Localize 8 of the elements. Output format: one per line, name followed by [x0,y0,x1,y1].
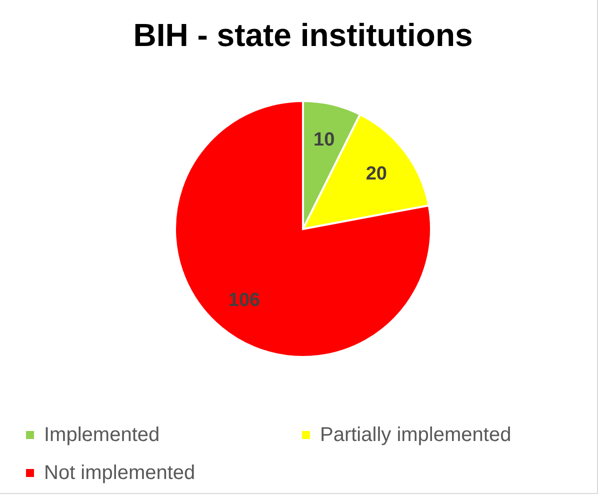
chart-title: BIH - state institutions [133,17,473,53]
legend-label: Not implemented [44,462,196,484]
data-label: 10 [313,129,335,150]
legend-label: Implemented [44,424,160,446]
data-label: 106 [228,290,260,311]
legend-label: Partially implemented [320,424,512,446]
pie-slice [174,100,432,358]
data-label: 20 [366,164,387,185]
